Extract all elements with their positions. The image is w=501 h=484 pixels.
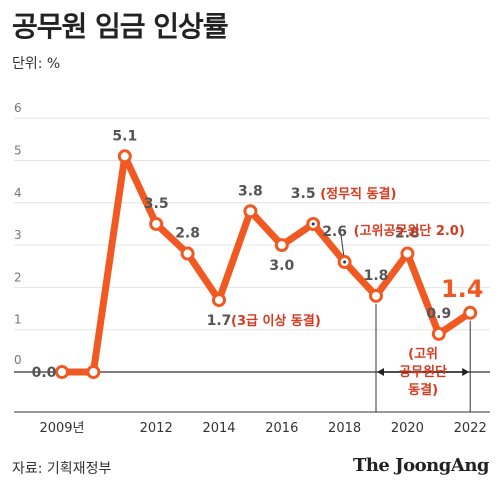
- data-point: [274, 238, 289, 253]
- annotation-label: 공무원단: [399, 364, 447, 380]
- bracket-arrow-left: [377, 368, 384, 376]
- y-tick-label: 5: [14, 144, 22, 158]
- data-point: [117, 149, 132, 164]
- series-line: [58, 152, 474, 376]
- data-point: [212, 293, 226, 308]
- data-point: [149, 216, 164, 231]
- value-label: 1.4: [441, 275, 484, 303]
- value-label: 0.9: [426, 306, 451, 322]
- x-tick-label: 2012: [140, 421, 173, 436]
- source-label: 자료: 기획재정부: [12, 461, 112, 477]
- data-point: [55, 365, 69, 379]
- value-label: 2.6: [322, 224, 347, 240]
- value-label: 3.0: [269, 258, 294, 274]
- data-point: [463, 305, 478, 320]
- brand-logo: The JoongAng: [352, 455, 490, 476]
- x-tick-label: 2018: [328, 421, 361, 436]
- data-point: [369, 288, 383, 303]
- value-label: 2.8: [175, 226, 200, 242]
- y-tick-label: 3: [14, 228, 22, 242]
- data-point: [243, 204, 258, 219]
- y-tick-label: 2: [14, 270, 22, 284]
- value-label: 3.5: [144, 196, 169, 212]
- data-point-marker: [311, 222, 315, 226]
- data-point: [86, 365, 101, 379]
- value-label: 2.8: [395, 226, 420, 242]
- value-label: 1.7: [207, 313, 232, 329]
- value-label: 5.1: [112, 128, 137, 144]
- annotation-label: (고위: [408, 347, 438, 362]
- x-tick-label: 2009년: [39, 421, 84, 436]
- value-label: 0.0: [32, 365, 57, 381]
- data-point-marker: [343, 260, 347, 264]
- chart-title: 공무원 임금 인상률: [12, 10, 229, 43]
- unit-label: 단위: %: [12, 56, 61, 72]
- y-tick-label: 1: [14, 313, 22, 327]
- annotation-label: (3급 이상 동결): [231, 313, 321, 329]
- y-tick-label: 4: [14, 186, 22, 200]
- annotation-label: (정무직 동결): [320, 186, 396, 202]
- value-label: 3.5: [291, 186, 316, 202]
- x-tick-label: 2020: [391, 421, 424, 436]
- annotation-label: (고위공무원단 2.0): [354, 223, 465, 239]
- bracket-arrow-right: [462, 368, 470, 376]
- annotation-label: 동결): [408, 382, 438, 398]
- value-label: 1.8: [364, 268, 389, 284]
- y-tick-label: 0: [14, 353, 22, 367]
- x-tick-label: 2022: [454, 421, 487, 436]
- data-point: [180, 246, 195, 261]
- value-label: 3.8: [238, 183, 263, 199]
- data-point: [431, 326, 446, 341]
- data-point: [400, 246, 415, 261]
- y-tick-label: 6: [14, 101, 22, 115]
- x-tick-label: 2016: [265, 421, 298, 436]
- x-tick-label: 2014: [202, 421, 235, 436]
